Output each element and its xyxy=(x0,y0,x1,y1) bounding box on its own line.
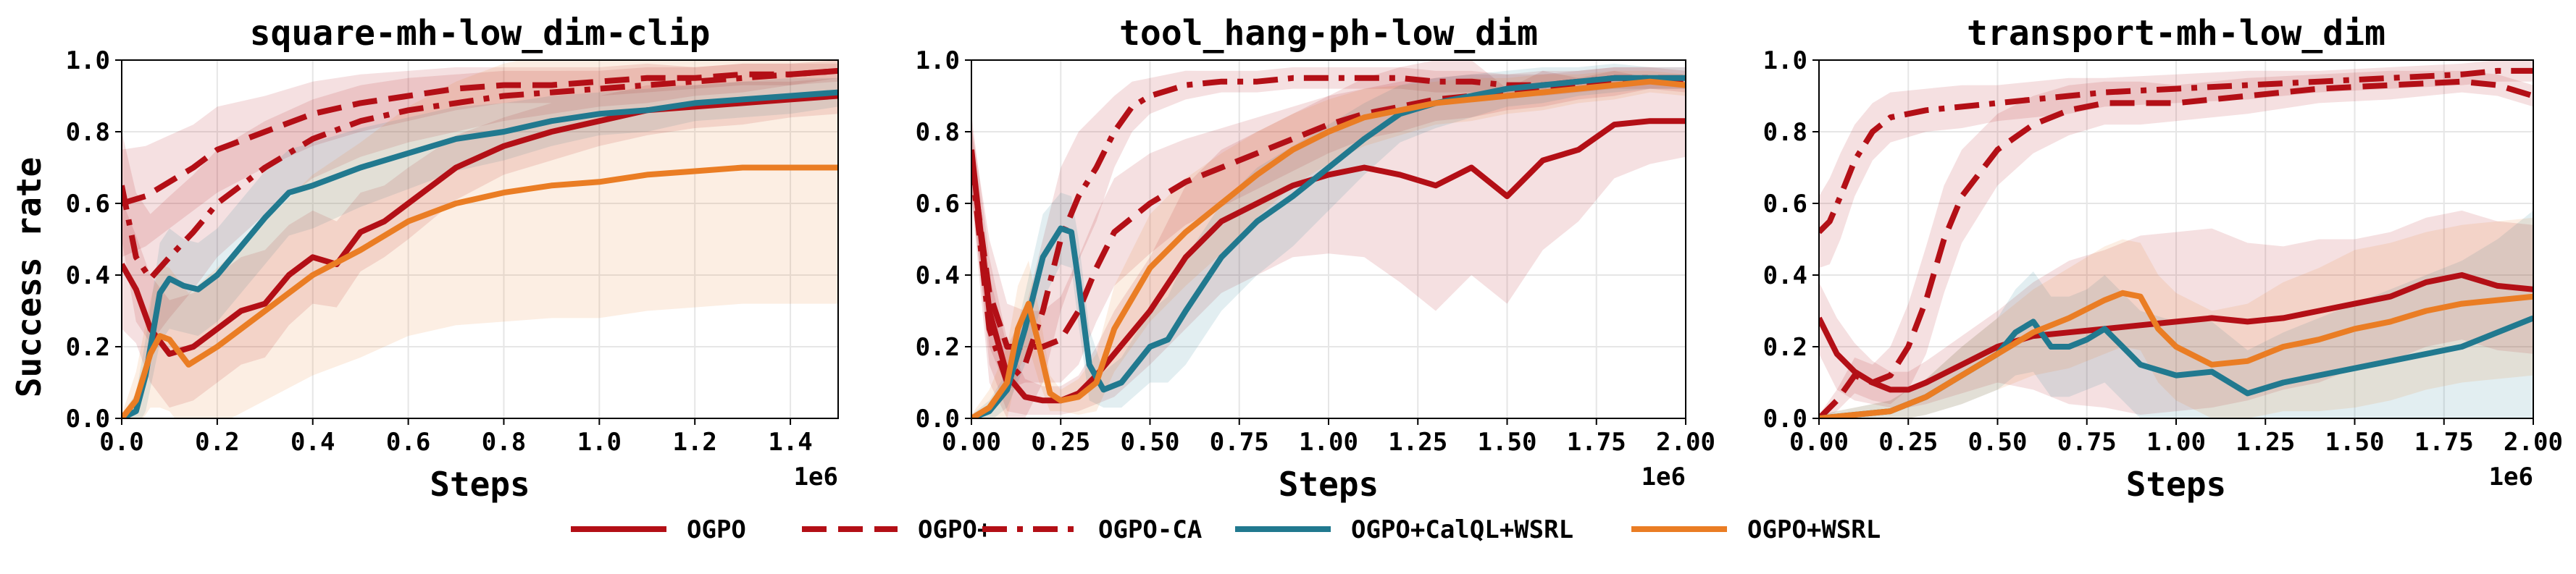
y-tick-label: 1.0 xyxy=(1763,46,1807,75)
x-tick-label: 1.50 xyxy=(2325,428,2385,457)
band-ogpo-calql-wsrl xyxy=(971,63,1686,418)
legend-item-ogpo-ca: OGPO-CA xyxy=(982,515,1202,544)
x-tick-label: 0.50 xyxy=(1121,428,1180,457)
x-axis-label: Steps xyxy=(430,465,530,504)
legend-label: OGPO+CalQL+WSRL xyxy=(1351,515,1573,544)
x-tick-label: 0.4 xyxy=(290,428,335,457)
series-line-ogpo-calql-wsrl xyxy=(971,75,1686,418)
x-tick-label: 1.00 xyxy=(1299,428,1358,457)
x-axis-label: Steps xyxy=(2126,465,2226,504)
band-ogpo- xyxy=(122,63,838,258)
x-tick-label: 0.6 xyxy=(386,428,430,457)
y-tick-label: 0.6 xyxy=(66,190,110,219)
y-tick-label: 0.4 xyxy=(916,261,960,290)
band-ogpo- xyxy=(1819,70,2533,418)
x-tick-label: 1.25 xyxy=(1388,428,1447,457)
legend-item-ogpo: OGPO xyxy=(571,515,746,544)
x-tick-label: 1.00 xyxy=(2146,428,2206,457)
y-tick-label: 0.6 xyxy=(1763,190,1807,219)
series-line-ogpo xyxy=(971,118,1686,404)
y-tick-label: 0.0 xyxy=(1763,405,1807,434)
chart-title: transport-mh-low_dim xyxy=(1967,13,2385,54)
x-tick-label: 1.4 xyxy=(768,428,812,457)
series-line-ogpo-wsrl xyxy=(122,164,838,418)
band-ogpo-ca xyxy=(1819,60,2533,269)
x-tick-label: 0.50 xyxy=(1968,428,2028,457)
x-tick-label: 0.00 xyxy=(1789,428,1849,457)
x-tick-label: 0.25 xyxy=(1031,428,1090,457)
y-tick-label: 0.2 xyxy=(916,333,960,362)
x-tick-label: 0.8 xyxy=(482,428,526,457)
plot-area xyxy=(122,60,838,418)
x-tick-label: 1.0 xyxy=(577,428,622,457)
x-axis-scale-label: 1e6 xyxy=(1642,463,1686,491)
y-tick-label: 0.0 xyxy=(916,405,960,434)
plot-area xyxy=(1819,60,2533,418)
x-tick-label: 1.2 xyxy=(672,428,716,457)
chart-panel-2: 0.00 0.25 0.50 0.75 1.00 1.25 1.50 1.75 2.00 0.0 0… xyxy=(916,13,1715,504)
y-tick-label: 1.0 xyxy=(916,46,960,75)
x-tick-label: 1.25 xyxy=(2236,428,2295,457)
legend-label: OGPO+WSRL xyxy=(1747,515,1881,544)
series-line-ogpo-ca xyxy=(971,75,1686,386)
x-axis-scale-label: 1e6 xyxy=(2489,463,2533,491)
legend-label: OGPO+ xyxy=(918,515,992,544)
x-tick-label: 2.00 xyxy=(1656,428,1715,457)
band-ogpo xyxy=(1819,210,2533,415)
series-line-ogpo-wsrl xyxy=(971,78,1686,418)
band-ogpo xyxy=(122,77,838,408)
band-ogpo-calql-wsrl xyxy=(122,77,838,418)
x-tick-label: 0.75 xyxy=(2057,428,2117,457)
series-line-ogpo- xyxy=(122,67,838,206)
y-tick-label: 0.4 xyxy=(66,261,110,290)
legend-item-ogpo-wsrl: OGPO+WSRL xyxy=(1631,515,1881,544)
x-tick-label: 0.00 xyxy=(942,428,1001,457)
x-axis-label: Steps xyxy=(1279,465,1379,504)
series-line-ogpo xyxy=(1819,272,2533,393)
x-axis-scale-label: 1e6 xyxy=(794,463,838,491)
legend-item-ogpo-calql-wsrl: OGPO+CalQL+WSRL xyxy=(1235,515,1573,544)
x-tick-label: 2.00 xyxy=(2504,428,2563,457)
y-axis-label: Success rate xyxy=(9,157,49,397)
plot-area xyxy=(971,60,1686,418)
plot-frame xyxy=(121,59,839,419)
y-tick-label: 0.4 xyxy=(1763,261,1807,290)
x-tick-label: 1.75 xyxy=(1567,428,1626,457)
legend-item-ogpo-: OGPO+ xyxy=(802,515,992,544)
x-tick-label: 0.2 xyxy=(195,428,239,457)
chart-title: square-mh-low_dim-clip xyxy=(250,13,711,54)
x-tick-label: 1.75 xyxy=(2414,428,2474,457)
series-line-ogpo- xyxy=(1819,78,2533,418)
y-tick-label: 0.2 xyxy=(1763,333,1807,362)
series-line-ogpo-calql-wsrl xyxy=(122,89,838,418)
y-tick-label: 0.2 xyxy=(66,333,110,362)
band-ogpo xyxy=(971,60,1686,415)
y-tick-label: 0.8 xyxy=(66,118,110,147)
x-tick-label: 0.25 xyxy=(1878,428,1938,457)
y-tick-label: 0.8 xyxy=(916,118,960,147)
x-tick-label: 0.0 xyxy=(99,428,143,457)
series-line-ogpo-ca xyxy=(122,67,838,282)
legend-label: OGPO xyxy=(687,515,746,544)
chart-title: tool_hang-ph-low_dim xyxy=(1119,13,1538,54)
y-tick-label: 0.8 xyxy=(1763,118,1807,147)
x-tick-label: 0.75 xyxy=(1210,428,1269,457)
band-ogpo-ca xyxy=(122,60,838,344)
band-ogpo-wsrl xyxy=(122,60,838,418)
legend: OGPO OGPO+ OGPO-CA OGPO+CalQL+WSRL OGPO+WSRL xyxy=(571,515,1881,544)
series-line-ogpo- xyxy=(971,75,1686,350)
y-tick-label: 0.6 xyxy=(916,190,960,219)
legend-label: OGPO-CA xyxy=(1098,515,1202,544)
chart-panel-1: 0.0 0.2 0.4 0.6 0.8 1.0 1.2 1.4 0.0 0.2 0.4 0.6 0.8 1… xyxy=(66,13,839,504)
chart-panel-3: 0.00 0.25 0.50 0.75 1.00 1.25 1.50 1.75 2.00 0.0 0… xyxy=(1763,13,2563,504)
x-tick-label: 1.50 xyxy=(1478,428,1537,457)
series-line-ogpo-wsrl xyxy=(1819,290,2533,418)
y-tick-label: 1.0 xyxy=(66,46,110,75)
y-tick-label: 0.0 xyxy=(66,405,110,434)
band-ogpo-wsrl xyxy=(971,70,1686,418)
